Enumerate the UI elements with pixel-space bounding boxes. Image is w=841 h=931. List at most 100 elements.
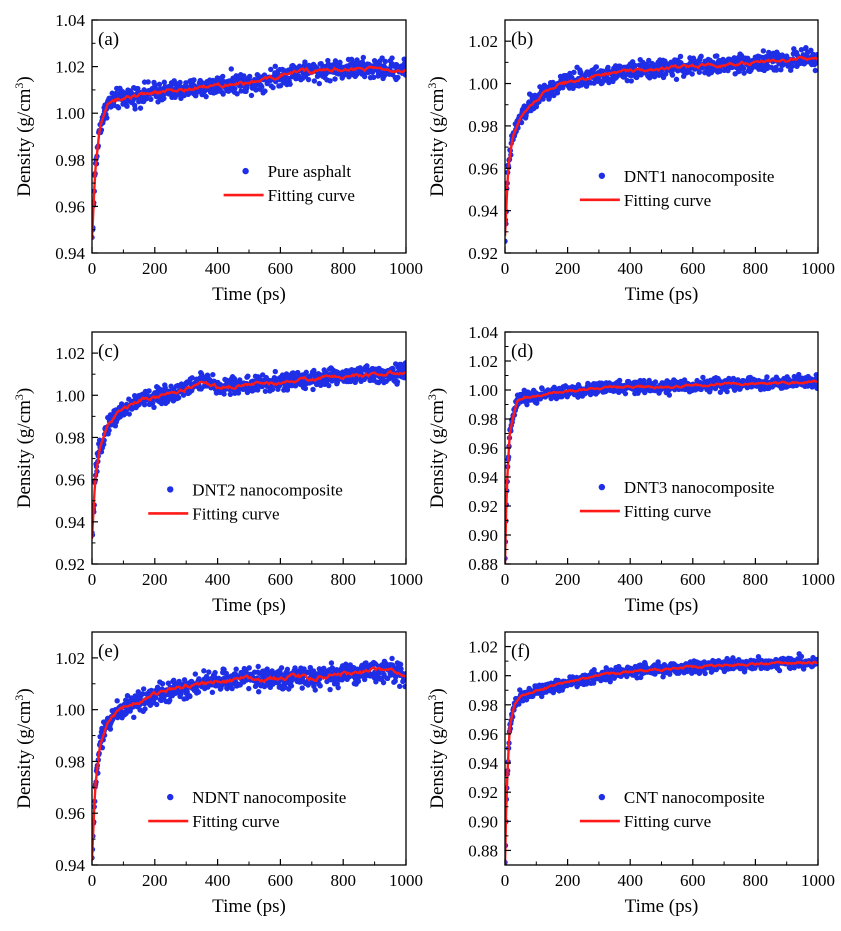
data-point [389, 55, 395, 61]
series-points [505, 44, 818, 244]
y-axis-label-tail: ) [427, 388, 448, 394]
data-point [270, 84, 276, 91]
x-tick-label: 0 [88, 570, 97, 589]
x-tick-label: 0 [88, 871, 97, 890]
data-point [316, 80, 322, 87]
data-point [717, 389, 724, 395]
legend-marker-points [167, 486, 174, 493]
data-point [189, 375, 195, 381]
data-point [379, 675, 385, 682]
data-point [332, 76, 338, 82]
data-point [228, 66, 234, 72]
x-axis-label: Time (ps) [625, 896, 699, 917]
data-point [192, 671, 199, 677]
x-tick-label: 1000 [801, 871, 835, 890]
data-point [534, 400, 540, 406]
data-point [624, 673, 630, 680]
data-point [287, 81, 293, 87]
data-point [269, 386, 276, 393]
data-point [539, 386, 545, 392]
x-tick-label: 400 [617, 871, 643, 890]
data-point [646, 57, 652, 64]
data-point [262, 388, 269, 394]
data-point [327, 686, 333, 693]
data-point [337, 59, 343, 66]
y-axis-label-main: Density (g/cm [427, 88, 448, 196]
y-axis-label-main: Density (g/cm [14, 700, 35, 808]
data-point [141, 401, 148, 408]
data-point [272, 368, 278, 375]
y-tick-label: 1.04 [468, 323, 498, 342]
data-point [603, 677, 609, 683]
y-axis-label: Density (g/cm3) [12, 688, 35, 809]
y-tick-label: 0.96 [468, 159, 498, 178]
data-point [165, 680, 172, 686]
data-point [379, 55, 385, 61]
data-point [142, 706, 148, 712]
y-axis-label-main: Density (g/cm [14, 400, 35, 508]
data-point [149, 400, 156, 406]
x-tick-label: 200 [142, 259, 168, 278]
data-point [114, 698, 120, 704]
data-point [570, 85, 576, 92]
data-point [702, 670, 708, 677]
data-point [717, 67, 724, 73]
data-point [206, 669, 212, 675]
x-tick-label: 1000 [801, 570, 835, 589]
x-axis-label: Time (ps) [212, 284, 286, 305]
x-tick-label: 600 [268, 259, 294, 278]
series-fit-line [505, 660, 818, 865]
data-point [246, 665, 252, 671]
data-point [311, 78, 318, 84]
data-point [227, 391, 234, 398]
data-point [361, 73, 368, 80]
y-tick-label: 0.96 [55, 197, 85, 216]
data-point [696, 69, 703, 75]
legend: DNT2 nanocomposite Fitting curve [148, 480, 343, 523]
data-point [303, 369, 309, 376]
y-tick-label: 1.00 [55, 701, 85, 720]
data-point [605, 64, 611, 71]
data-point [641, 377, 647, 384]
y-tick-label: 0.94 [55, 513, 85, 532]
x-tick-label: 800 [330, 871, 356, 890]
y-axis-label: Density (g/cm3) [425, 76, 448, 197]
data-point [393, 62, 400, 68]
y-tick-label: 0.88 [468, 841, 498, 860]
y-tick-label: 0.98 [468, 410, 498, 429]
data-point [180, 392, 187, 398]
data-point [698, 53, 704, 60]
y-axis-label-sup: 3 [12, 394, 26, 400]
data-point [161, 95, 167, 102]
data-point [278, 665, 285, 671]
y-axis-label-sup: 3 [425, 695, 439, 701]
data-point [575, 394, 581, 400]
data-point [571, 69, 577, 75]
data-point [221, 391, 227, 397]
data-point [167, 697, 173, 704]
panel-label: (a) [98, 29, 119, 50]
panel-e: 0 200 400 600 800 1000 0.94 0.96 0.98 1.00 1.02 Tim… [12, 631, 423, 917]
panel-label: (b) [511, 29, 533, 50]
data-point [159, 680, 166, 687]
data-point [778, 67, 784, 73]
x-tick-label: 0 [501, 871, 510, 890]
y-tick-label: 0.92 [468, 783, 498, 802]
data-point [401, 56, 406, 62]
data-point [546, 94, 553, 101]
legend: CNT nanocomposite Fitting curve [579, 788, 765, 831]
data-point [302, 385, 309, 392]
panel-b: 0 200 400 600 800 1000 0.92 0.94 0.96 0.98 1.00 1.0… [425, 19, 835, 305]
data-point [176, 394, 182, 401]
y-axis-label-tail: ) [14, 76, 35, 82]
data-point [395, 74, 401, 81]
x-tick-label: 600 [680, 871, 706, 890]
data-point [652, 379, 659, 385]
legend-label-line: Fitting curve [624, 502, 711, 521]
x-tick-label: 400 [205, 259, 231, 278]
plot-area [505, 371, 818, 564]
data-point [115, 105, 122, 111]
data-point [394, 379, 401, 385]
data-point [555, 677, 561, 684]
data-point [402, 683, 406, 690]
